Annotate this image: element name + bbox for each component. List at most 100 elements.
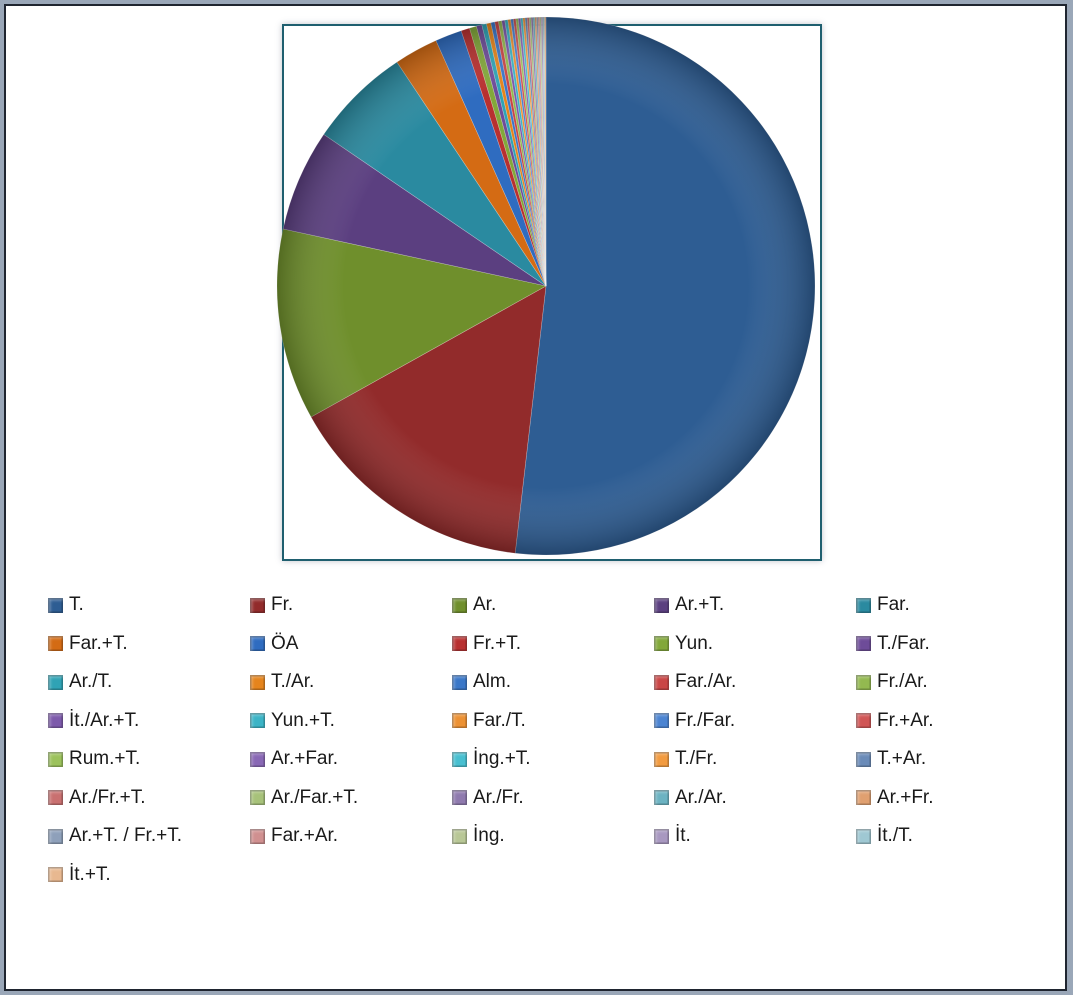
legend-swatch [856,636,871,652]
legend-label: İt./Ar.+T. [69,709,140,731]
legend-label: Ar./Far.+T. [271,786,359,808]
legend-label: Fr./Far. [675,709,736,731]
legend-swatch [452,713,467,729]
legend-label: Ar.+T. / Fr.+T. [69,825,182,847]
legend-label: Ar./Fr. [473,786,524,808]
legend-item: Far./Ar. [654,663,856,702]
legend-item: T./Fr. [654,740,856,779]
legend-item: İt. [654,817,856,856]
legend-item: Ar./Fr. [452,779,654,818]
legend-item: Fr.+T. [452,625,654,664]
legend-item: Far./T. [452,702,654,741]
legend-item: T./Ar. [250,663,452,702]
legend-item: Fr. [250,586,452,625]
legend-swatch [250,828,265,844]
legend-item: İt.+T. [48,856,250,895]
legend-label: ÖA [271,632,299,654]
legend-label: İt./T. [877,825,913,847]
legend-item: İng. [452,817,654,856]
legend-item: Yun. [654,625,856,664]
legend-swatch [250,751,265,767]
legend-swatch [856,674,871,690]
legend-label: Yun.+T. [271,709,335,731]
legend-swatch [654,674,669,690]
legend-label: Rum.+T. [69,748,141,770]
legend-swatch [452,751,467,767]
legend-label: Fr.+Ar. [877,709,934,731]
legend-item: Ar. [452,586,654,625]
legend-item: Far. [856,586,1058,625]
legend-label: Far./Ar. [675,671,737,693]
legend-label: Far.+T. [69,632,128,654]
legend-label: Yun. [675,632,714,654]
legend-swatch [48,636,63,652]
legend-item: Alm. [452,663,654,702]
legend-label: Ar./T. [69,671,113,693]
legend-label: Ar.+T. [675,594,725,616]
legend-label: Fr.+T. [473,632,522,654]
legend-item: Fr./Far. [654,702,856,741]
legend-label: T./Ar. [271,671,315,693]
legend-item: T. [48,586,250,625]
legend-item: Ar./T. [48,663,250,702]
legend-label: Alm. [473,671,511,693]
legend-item: İt./Ar.+T. [48,702,250,741]
legend-label: Fr. [271,594,294,616]
legend-swatch [452,828,467,844]
legend-item: İng.+T. [452,740,654,779]
legend-swatch [250,713,265,729]
legend-item: Ar.+Far. [250,740,452,779]
legend-swatch [654,790,669,806]
legend-item: Ar.+T. [654,586,856,625]
legend-item: Ar./Fr.+T. [48,779,250,818]
legend-label: T.+Ar. [877,748,927,770]
legend-label: Fr./Ar. [877,671,928,693]
legend-item: Far.+Ar. [250,817,452,856]
legend-item: Yun.+T. [250,702,452,741]
legend-item: Far.+T. [48,625,250,664]
legend-label: İng.+T. [473,748,531,770]
legend-swatch [654,828,669,844]
legend-item: Fr.+Ar. [856,702,1058,741]
legend-swatch [856,597,871,613]
legend-swatch [452,790,467,806]
legend-item: Ar.+T. / Fr.+T. [48,817,250,856]
legend-swatch [654,597,669,613]
legend-swatch [48,597,63,613]
legend-swatch [856,713,871,729]
pie-slice-0 [514,16,816,556]
legend-swatch [452,597,467,613]
legend: T. Fr. Ar. Ar.+T. Far. Far.+T. ÖA Fr.+T. Yun. T./… [48,586,1048,894]
legend-label: Far./T. [473,709,526,731]
legend-item: Ar./Far.+T. [250,779,452,818]
legend-label: T./Fr. [675,748,718,770]
legend-item: T.+Ar. [856,740,1058,779]
legend-swatch [48,867,63,883]
legend-label: Ar.+Far. [271,748,339,770]
legend-label: Far.+Ar. [271,825,339,847]
legend-swatch [452,674,467,690]
legend-swatch [654,636,669,652]
legend-item: Rum.+T. [48,740,250,779]
legend-label: T./Far. [877,632,930,654]
legend-label: Ar./Ar. [675,786,727,808]
legend-swatch [48,790,63,806]
legend-swatch [48,751,63,767]
legend-swatch [48,713,63,729]
legend-item: ÖA [250,625,452,664]
legend-swatch [654,751,669,767]
legend-swatch [48,674,63,690]
legend-swatch [250,790,265,806]
legend-swatch [856,790,871,806]
legend-item: T./Far. [856,625,1058,664]
legend-swatch [48,828,63,844]
legend-swatch [452,636,467,652]
legend-item: Fr./Ar. [856,663,1058,702]
legend-label: Ar.+Fr. [877,786,934,808]
legend-label: İt.+T. [69,863,111,885]
legend-swatch [250,597,265,613]
legend-swatch [654,713,669,729]
legend-item: Ar.+Fr. [856,779,1058,818]
legend-item: İt./T. [856,817,1058,856]
legend-label: İt. [675,825,691,847]
